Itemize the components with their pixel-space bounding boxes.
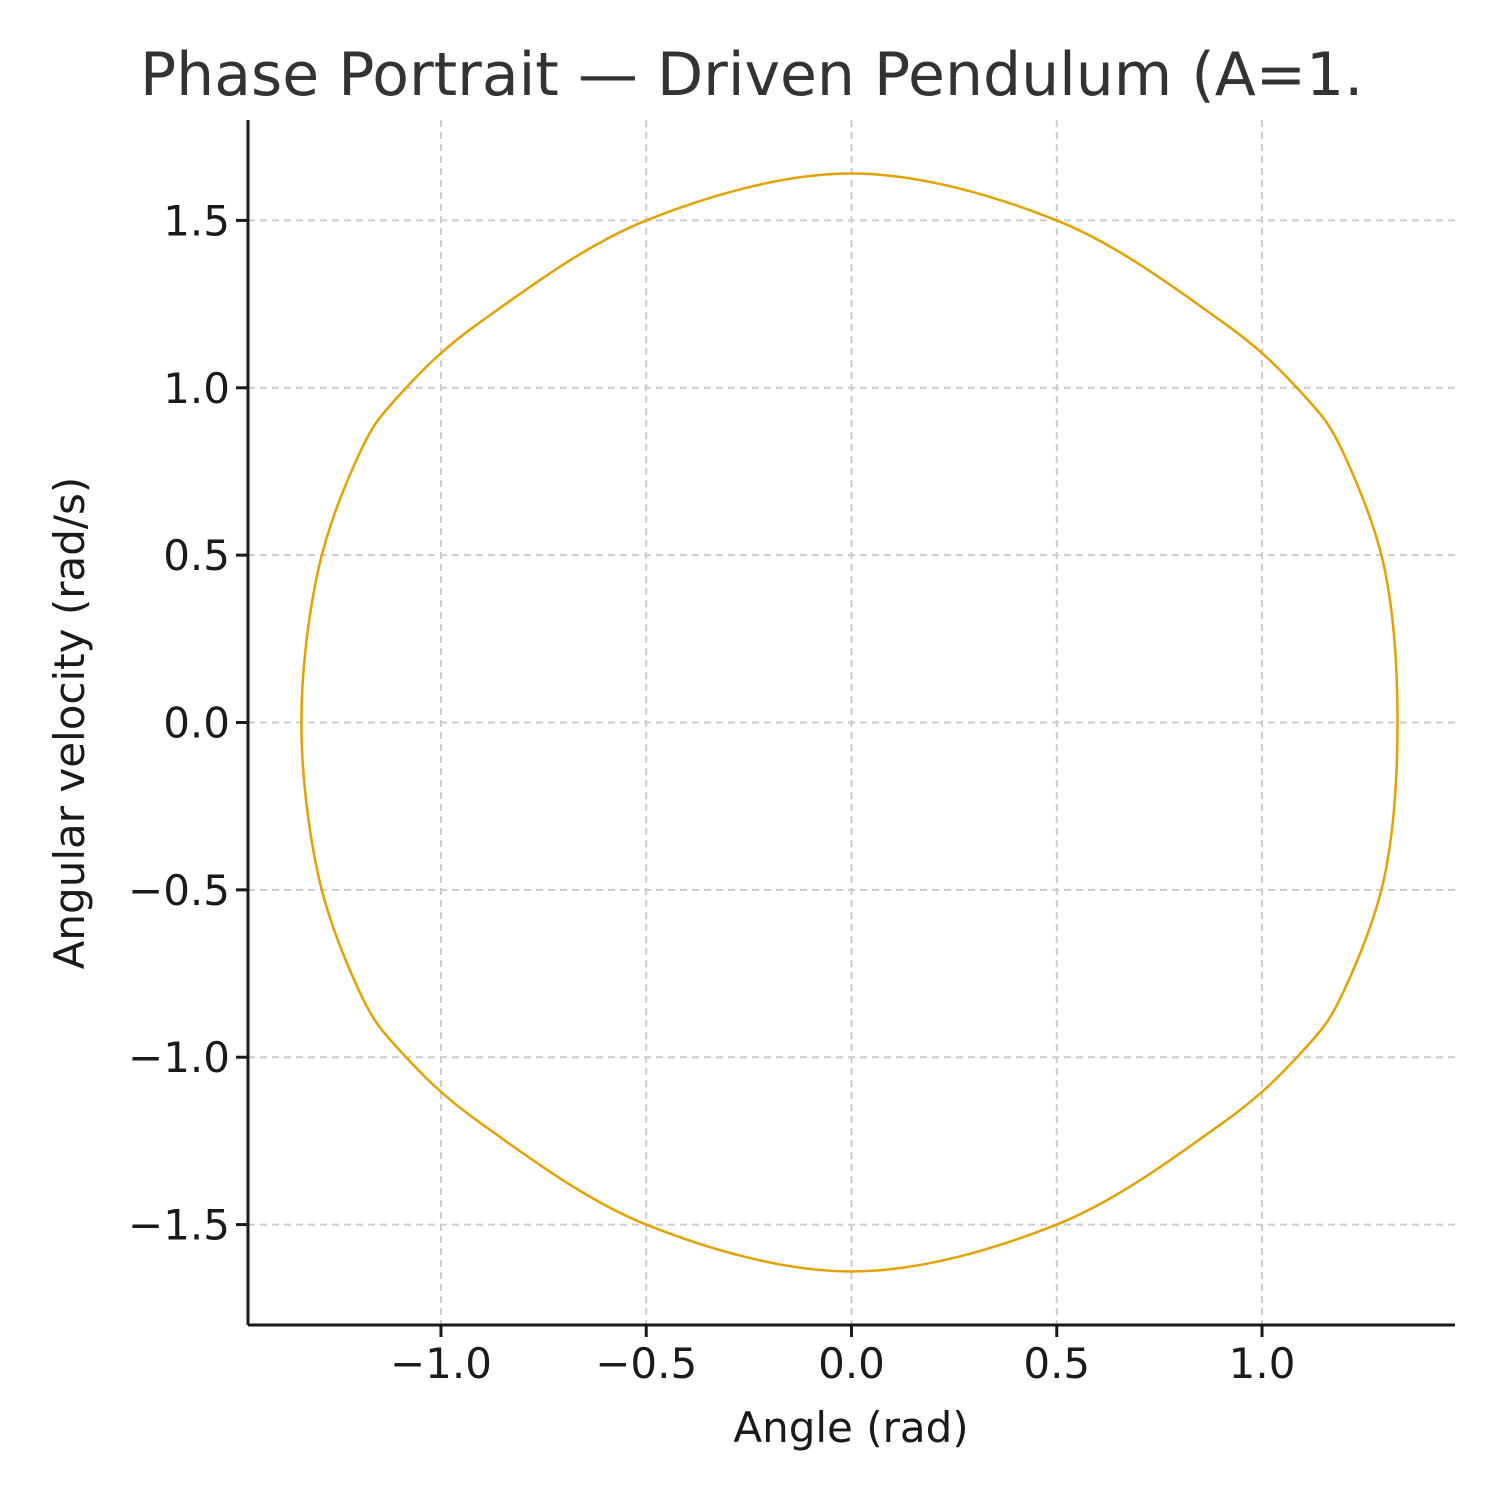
- y-tick-label: 1.5: [163, 196, 230, 245]
- x-tick-label: 0.0: [818, 1339, 885, 1388]
- x-axis-label: Angle (rad): [733, 1403, 968, 1452]
- series-layer: [300, 172, 1399, 1273]
- y-tick-label: −1.0: [128, 1033, 230, 1082]
- y-tick-label: 0.5: [163, 531, 230, 580]
- y-tick-label: −0.5: [128, 866, 230, 915]
- x-tick-label: 0.5: [1023, 1339, 1090, 1388]
- y-tick-label: 1.0: [163, 364, 230, 413]
- x-tick-label: 1.0: [1229, 1339, 1296, 1388]
- y-tick-label: −1.5: [128, 1201, 230, 1250]
- x-tick-label: −1.0: [390, 1339, 492, 1388]
- phase-trajectory-line: [300, 172, 1399, 1273]
- axes: −1.0 −0.5 0.0 0.5 1.0 −1.5 −1.0 −0.5 0.0 0.5 1.0 1.…: [128, 120, 1455, 1388]
- chart-title: Phase Portrait — Driven Pendulum (A=1.: [140, 40, 1363, 110]
- x-tick-label: −0.5: [595, 1339, 697, 1388]
- y-axis-label: Angular velocity (rad/s): [45, 477, 94, 970]
- grid: [248, 120, 1455, 1325]
- y-tick-label: 0.0: [163, 699, 230, 748]
